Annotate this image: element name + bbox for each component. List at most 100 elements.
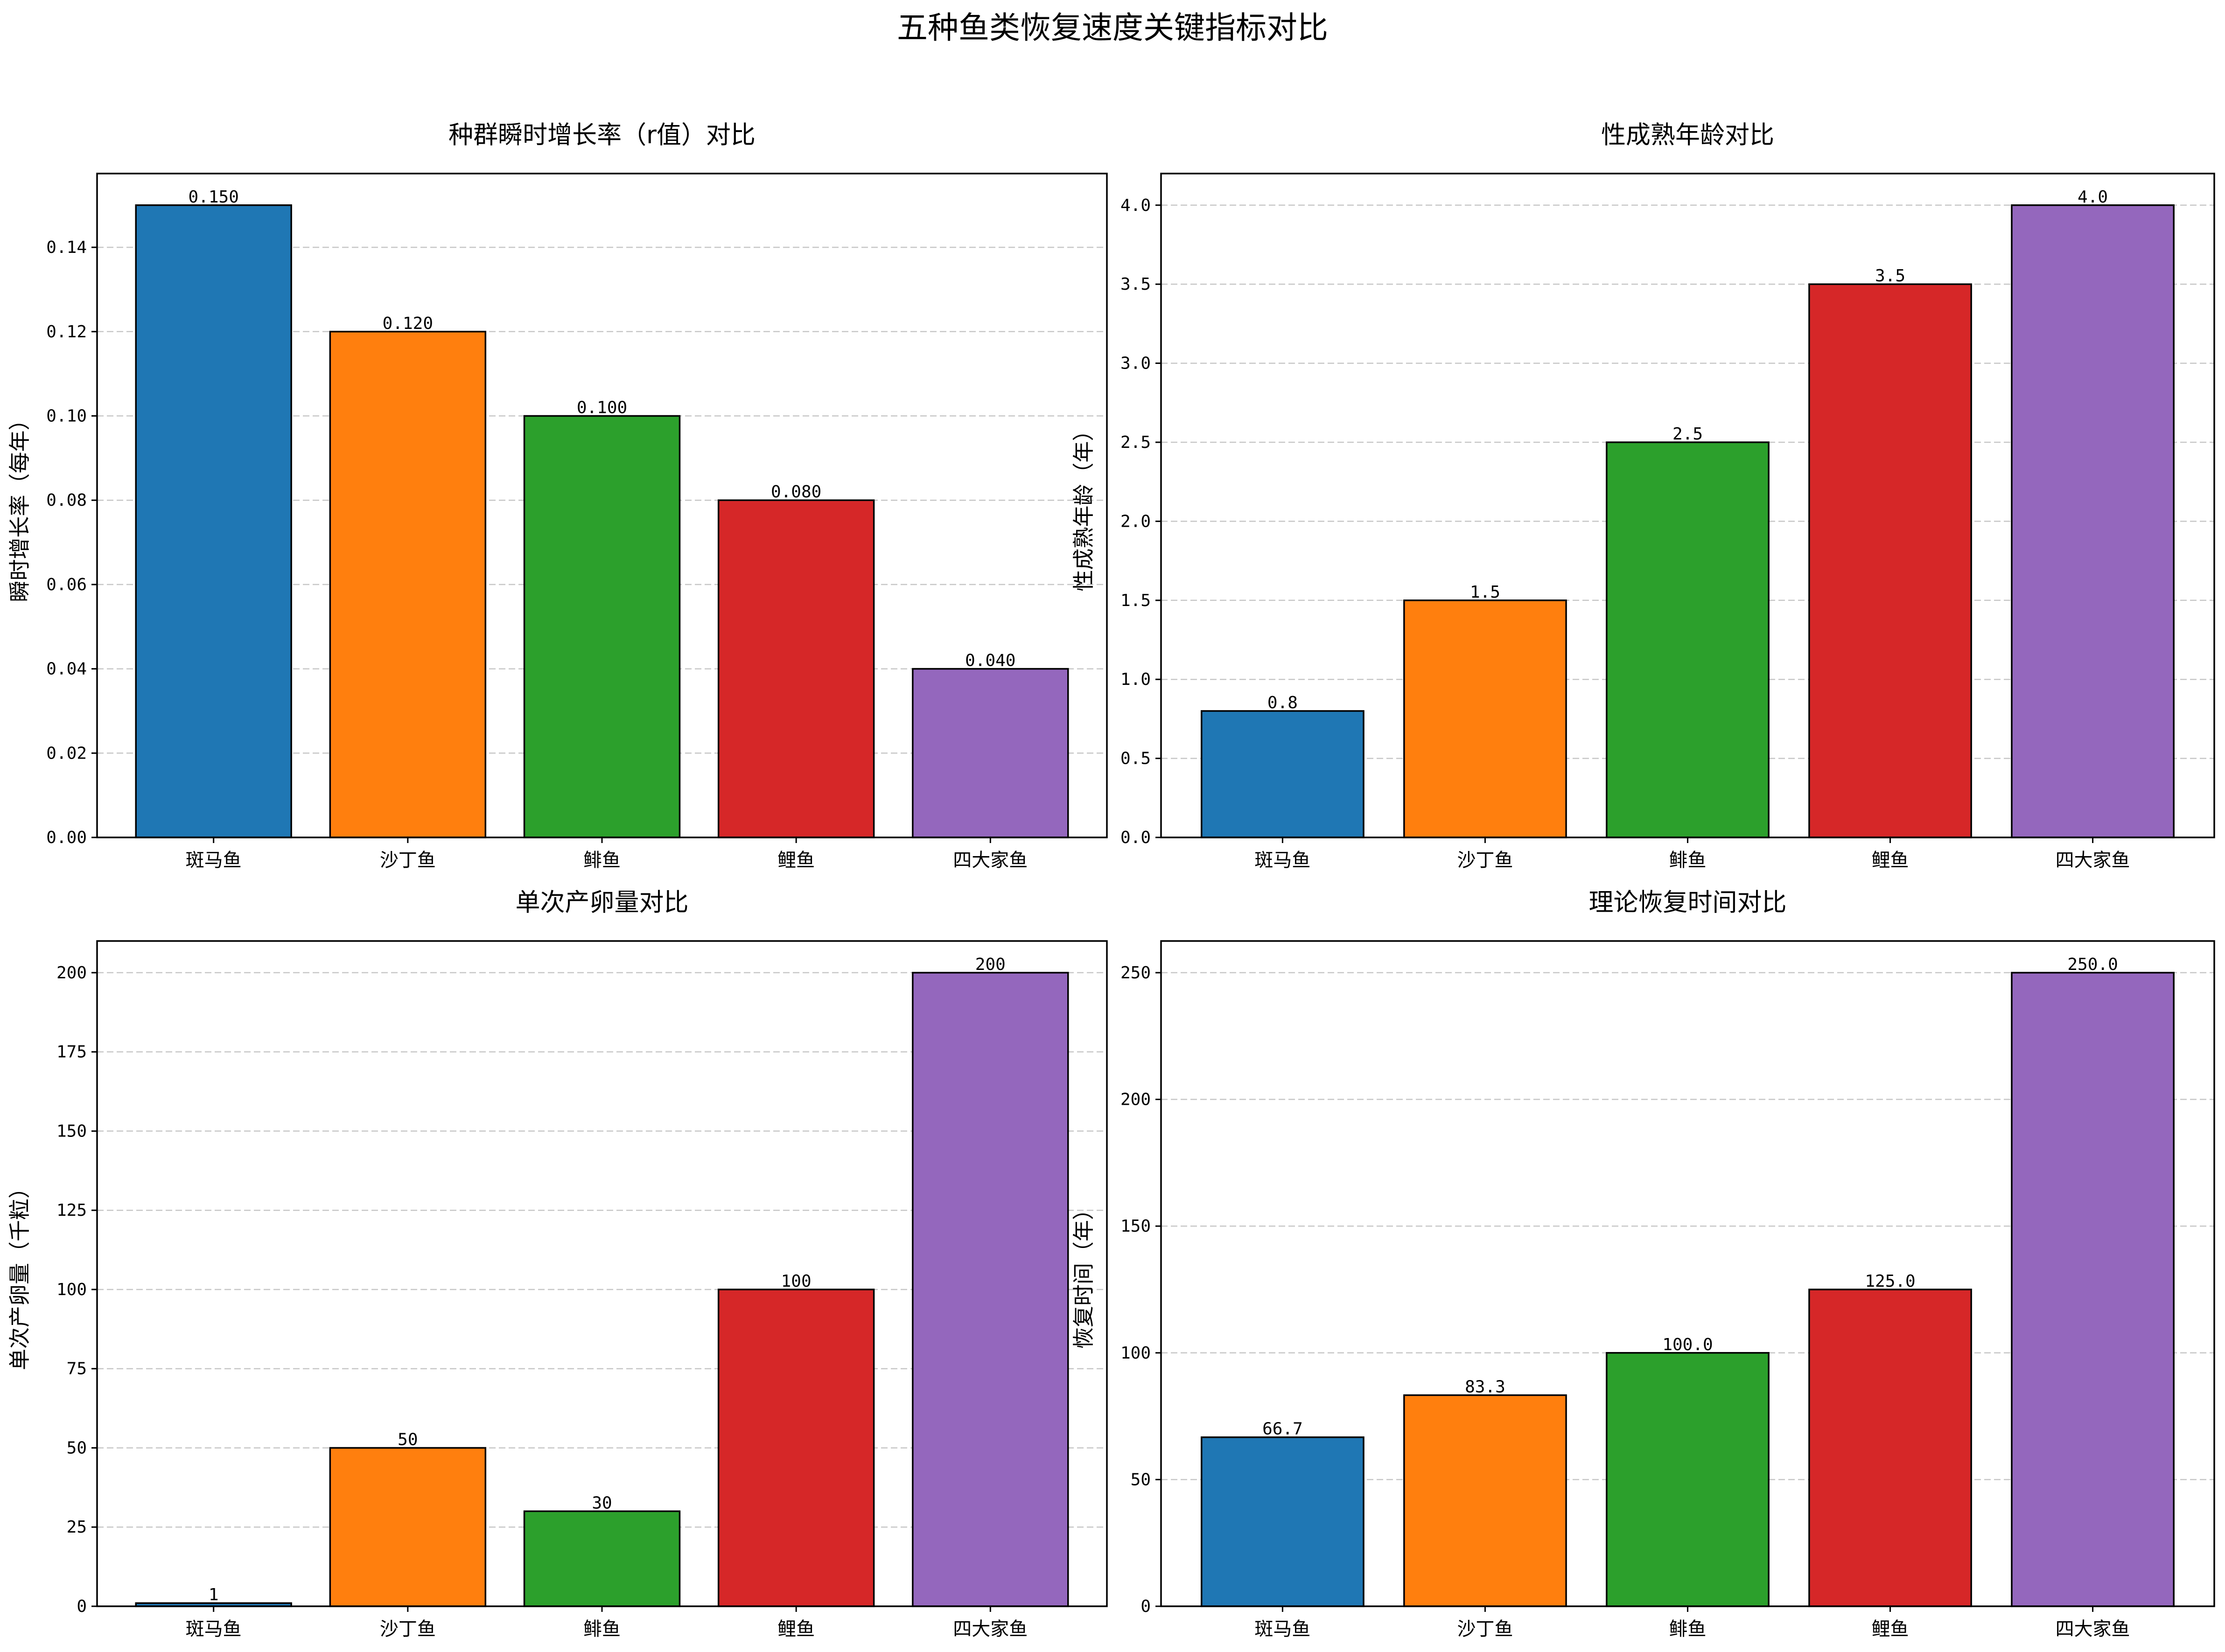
y-tick-label: 150 [1120, 1217, 1151, 1236]
value-label: 4.0 [2078, 188, 2108, 207]
y-tick-label: 200 [56, 963, 87, 983]
bar-沙丁鱼 [1403, 1394, 1567, 1607]
x-tick-label: 四大家鱼 [953, 1618, 1028, 1640]
y-tick-label: 0 [77, 1597, 87, 1616]
bar-沙丁鱼 [329, 331, 487, 838]
value-label: 125.0 [1865, 1272, 1915, 1291]
y-tick-label: 0.10 [46, 407, 87, 426]
value-label: 50 [398, 1430, 418, 1449]
subplot-title: 性成熟年龄对比 [1601, 121, 1774, 149]
y-tick-label: 0.04 [46, 660, 87, 679]
subplot-title: 单次产卵量对比 [516, 888, 689, 917]
y-tick-label: 0.00 [46, 828, 87, 847]
x-tick-label: 鲤鱼 [777, 1618, 815, 1640]
y-tick-label: 0.02 [46, 744, 87, 763]
value-label: 83.3 [1465, 1377, 1505, 1396]
value-label: 1.5 [1470, 583, 1500, 602]
x-tick-label: 鲤鱼 [1872, 1618, 1909, 1640]
value-label: 250.0 [2067, 955, 2118, 974]
x-tick-label: 鲤鱼 [777, 850, 815, 871]
y-tick-label: 175 [56, 1043, 87, 1062]
x-tick-label: 斑马鱼 [186, 850, 242, 871]
bar-四大家鱼 [912, 668, 1069, 838]
y-tick-label: 50 [67, 1438, 87, 1457]
subplot-title: 理论恢复时间对比 [1589, 888, 1787, 917]
y-tick-label: 0.0 [1120, 828, 1151, 847]
x-tick-label: 沙丁鱼 [1457, 850, 1513, 871]
y-axis-label: 瞬时增长率（每年） [7, 409, 32, 602]
bar-鲱鱼 [523, 415, 681, 838]
x-tick-label: 四大家鱼 [2056, 850, 2130, 871]
bar-沙丁鱼 [329, 1447, 487, 1607]
x-tick-label: 沙丁鱼 [1457, 1618, 1513, 1640]
bar-鲤鱼 [1808, 1289, 1972, 1607]
x-tick-label: 斑马鱼 [186, 1618, 242, 1640]
y-tick-label: 4.0 [1120, 196, 1151, 215]
y-tick-label: 2.0 [1120, 512, 1151, 531]
value-label: 3.5 [1875, 266, 1905, 286]
x-tick-label: 鲱鱼 [583, 850, 621, 871]
y-tick-label: 3.0 [1120, 354, 1151, 373]
x-tick-label: 鲱鱼 [583, 1618, 621, 1640]
y-tick-label: 50 [1131, 1470, 1151, 1489]
bar-鲤鱼 [717, 1289, 875, 1607]
x-tick-label: 鲱鱼 [1669, 1618, 1707, 1640]
y-axis-label: 性成熟年龄（年） [1071, 420, 1096, 592]
y-tick-label: 250 [1120, 963, 1151, 983]
y-axis-label: 恢复时间（年） [1071, 1199, 1096, 1349]
y-tick-label: 100 [1120, 1344, 1151, 1363]
value-label: 0.100 [577, 398, 627, 418]
subplot-3: 150301002000255075100125150175200斑马鱼 沙丁鱼鲱… [7, 888, 1108, 1640]
x-tick-label: 斑马鱼 [1254, 850, 1310, 871]
x-tick-label: 鲤鱼 [1872, 850, 1909, 871]
bar-鲱鱼 [1606, 441, 1770, 838]
value-label: 0.120 [383, 314, 433, 333]
subplots: 0.1500.1200.1000.0800.0400.000.020.040.0… [7, 121, 2215, 1640]
bar-沙丁鱼 [1403, 599, 1567, 838]
value-label: 0.8 [1267, 693, 1298, 712]
bar-斑马鱼 [135, 204, 292, 838]
value-label: 66.7 [1262, 1420, 1303, 1439]
y-axis-label: 单次产卵量（千粒） [7, 1177, 32, 1370]
figure-title: 五种鱼类恢复速度关键指标对比 [897, 10, 1328, 46]
y-tick-label: 0.12 [46, 322, 87, 342]
bar-四大家鱼 [912, 972, 1069, 1607]
y-tick-label: 125 [56, 1201, 87, 1220]
bar-鲱鱼 [1606, 1352, 1770, 1607]
x-tick-label: 沙丁鱼 [380, 1618, 436, 1640]
bar-鲱鱼 [523, 1510, 681, 1607]
bar-四大家鱼 [2011, 972, 2175, 1607]
value-label: 0.080 [771, 482, 821, 502]
y-tick-label: 1.5 [1120, 591, 1151, 610]
value-label: 0.150 [189, 188, 239, 207]
y-tick-label: 0.06 [46, 575, 87, 594]
y-tick-label: 25 [67, 1518, 87, 1537]
x-tick-label: 四大家鱼 [953, 850, 1028, 871]
y-tick-label: 100 [56, 1280, 87, 1299]
y-tick-label: 1.0 [1120, 670, 1151, 689]
y-tick-label: 3.5 [1120, 275, 1151, 294]
y-tick-label: 0 [1140, 1597, 1151, 1616]
y-tick-label: 150 [56, 1122, 87, 1141]
subplot-4: 66.7 83.3 100.0 125.0 250.0 0 50 100 150 200 250 斑马… [1071, 888, 2215, 1640]
subplot-1: 0.150 0.120 0.100 0.080 0.040 0.00 0.02 0.04 0.0… [7, 121, 1108, 871]
bar-斑马鱼 [1201, 710, 1364, 838]
y-tick-label: 200 [1120, 1090, 1151, 1109]
value-label: 100 [781, 1272, 812, 1291]
x-tick-label: 斑马鱼 [1254, 1618, 1310, 1640]
bar-斑马鱼 [1201, 1436, 1364, 1607]
bar-鲤鱼 [1808, 283, 1972, 838]
subplot-title: 种群瞬时增长率（r值）对比 [448, 121, 756, 149]
x-tick-label: 四大家鱼 [2056, 1618, 2130, 1640]
x-tick-label: 沙丁鱼 [380, 850, 436, 871]
subplot-2: 0.8 1.5 2.5 3.5 4.0 0.0 0.5 1.0 1.5 2.0 2.5 3.0 3.5 4… [1071, 121, 2215, 871]
value-label: 2.5 [1672, 425, 1703, 444]
value-label: 200 [975, 955, 1006, 974]
bar-四大家鱼 [2011, 204, 2175, 838]
value-label: 1 [209, 1585, 219, 1604]
x-tick-label: 鲱鱼 [1669, 850, 1707, 871]
y-tick-label: 0.5 [1120, 749, 1151, 768]
value-label: 30 [592, 1493, 612, 1513]
y-tick-label: 2.5 [1120, 433, 1151, 452]
